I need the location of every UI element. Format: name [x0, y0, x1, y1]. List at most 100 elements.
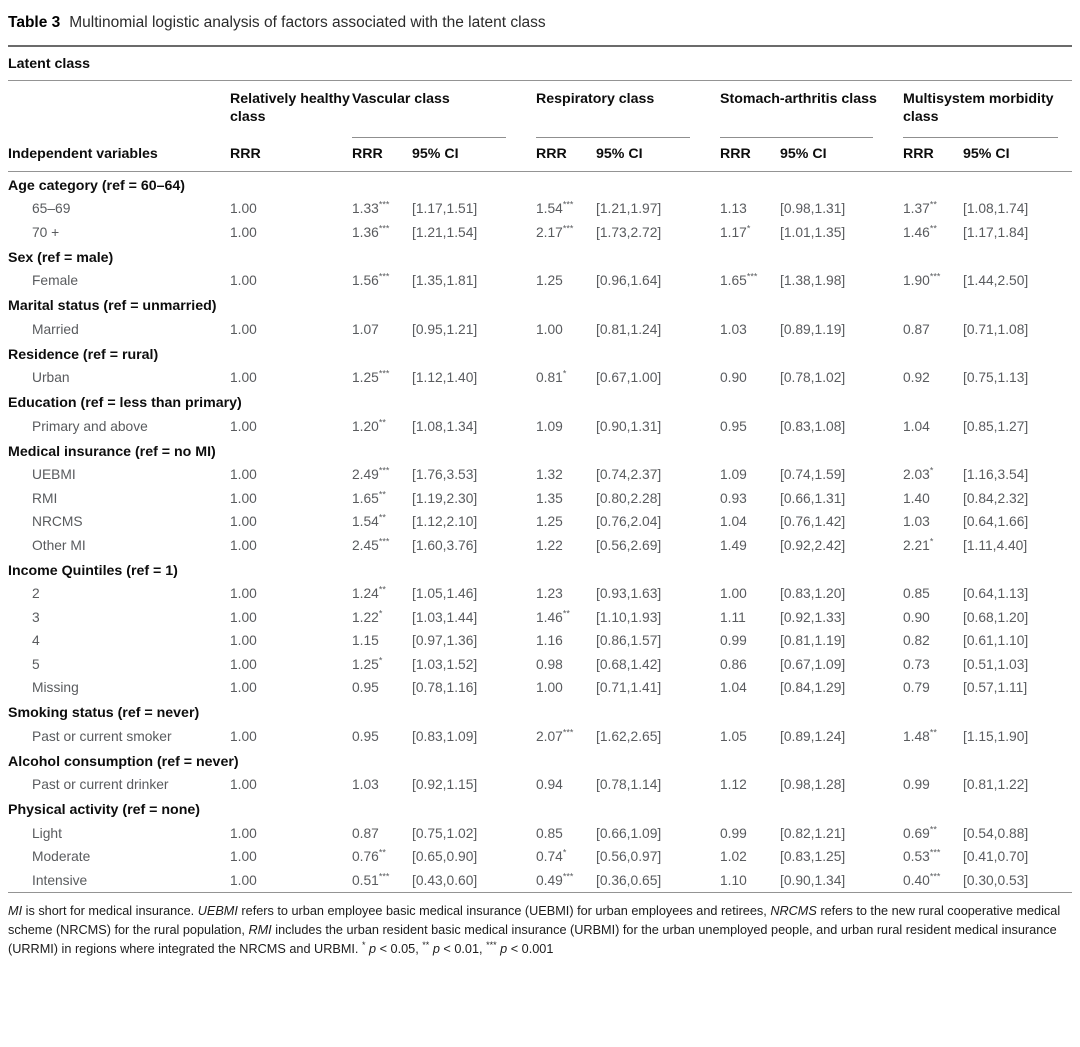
ci-cell: [1.76,3.53]	[412, 467, 478, 483]
section-header-row: Alcohol consumption (ref = never)	[8, 748, 1072, 773]
table-row: RMI 1.00 1.65** [1.19,2.30] 1.35 [0.80,2.28] 0…	[8, 486, 1072, 510]
rrr-cell: 1.16	[536, 633, 563, 649]
ci-cell: [1.16,3.54]	[963, 467, 1029, 483]
rrr-cell: 0.69**	[903, 824, 937, 841]
rrr-cell: 1.25***	[352, 368, 390, 386]
rrr-cell: 0.86	[720, 656, 747, 672]
rrr-cell: 1.00	[230, 321, 257, 337]
ci-cell: [0.64,1.66]	[963, 514, 1029, 530]
ci-cell: [0.93,1.63]	[596, 586, 662, 602]
ci-cell: [0.92,2.42]	[780, 537, 846, 553]
row-label: 3	[32, 609, 40, 625]
ci-cell: [0.92,1.33]	[780, 609, 846, 625]
rrr-cell: 1.03	[352, 777, 379, 793]
rrr-cell: 1.00	[230, 777, 257, 793]
ci-cell: [0.67,1.09]	[780, 656, 846, 672]
rrr-cell: 2.45***	[352, 536, 390, 553]
rrr-cell: 1.00	[230, 680, 257, 696]
section-header-label: Smoking status (ref = never)	[8, 705, 200, 722]
ci-cell: [0.76,2.04]	[596, 514, 662, 530]
ci-cell: [1.38,1.98]	[780, 273, 846, 289]
rrr-cell: 1.48**	[903, 727, 937, 744]
section-header-row: Income Quintiles (ref = 1)	[8, 557, 1072, 582]
rrr-cell: 0.76**	[352, 847, 386, 865]
rrr-cell: 1.56***	[352, 271, 390, 289]
rrr-cell: 1.00	[230, 586, 257, 602]
rrr-cell: 1.22*	[352, 608, 383, 625]
rrr-cell: 1.00	[230, 633, 257, 649]
ci-cell: [0.74,2.37]	[596, 467, 662, 483]
ci-cell: [1.35,1.81]	[412, 273, 478, 289]
rrr-cell: 1.90***	[903, 271, 941, 289]
table-row: 3 1.00 1.22* [1.03,1.44] 1.46** [1.10,1.93] 1.…	[8, 605, 1072, 629]
table-footnote: MI is short for medical insurance. UEBMI…	[8, 903, 1061, 956]
table-row: Light 1.00 0.87 [0.75,1.02] 0.85 [0.66,1.09] 0…	[8, 821, 1072, 845]
rrr-cell: 0.95	[720, 418, 747, 434]
row-label: Moderate	[32, 849, 91, 865]
rrr-cell: 0.92	[903, 370, 930, 386]
rrr-cell: 1.07	[352, 321, 379, 337]
section-header-label: Marital status (ref = unmarried)	[8, 298, 217, 315]
rrr-cell: 1.04	[720, 680, 747, 696]
group-multisystem: Multisystem morbidity class	[903, 81, 1072, 145]
ci-cell: [0.61,1.10]	[963, 633, 1029, 649]
rrr-cell: 1.04	[903, 418, 930, 434]
ci-cell: [1.12,2.10]	[412, 514, 478, 530]
section-header-label: Physical activity (ref = none)	[8, 802, 200, 819]
rrr-cell: 1.35	[536, 490, 563, 506]
row-label: Female	[32, 273, 79, 289]
rrr-cell: 1.46**	[903, 223, 937, 240]
rrr-cell: 1.00	[230, 656, 257, 672]
section-header-row: Physical activity (ref = none)	[8, 796, 1072, 821]
ci-cell: [0.81,1.24]	[596, 321, 662, 337]
ci-cell: [0.68,1.20]	[963, 609, 1029, 625]
rrr-cell: 1.00	[230, 467, 257, 483]
table-row: Past or current smoker 1.00 0.95 [0.83,1.09…	[8, 724, 1072, 748]
ci-cell: [0.78,1.16]	[412, 680, 478, 696]
ci-cell: [0.78,1.02]	[780, 370, 846, 386]
ci-cell: [1.12,1.40]	[412, 370, 478, 386]
rrr-cell: 1.49	[720, 537, 747, 553]
sub-header-row: Independent variables RRR RRR 95% CI RRR…	[8, 144, 1073, 172]
table-row: Moderate 1.00 0.76** [0.65,0.90] 0.74* [0.56,…	[8, 845, 1072, 869]
row-label: Intensive	[32, 872, 88, 888]
group-relatively-healthy: Relatively healthy class	[230, 91, 350, 126]
rrr-cell: 1.54**	[352, 512, 386, 530]
row-label: 4	[32, 633, 40, 649]
ci-header: 95% CI	[596, 144, 720, 172]
rrr-cell: 1.00	[230, 728, 257, 744]
rrr-cell: 1.12	[720, 777, 747, 793]
row-label: Past or current drinker	[32, 777, 169, 793]
rrr-cell: 1.23	[536, 586, 563, 602]
rrr-cell: 0.74*	[536, 847, 567, 865]
ci-cell: [0.71,1.08]	[963, 321, 1029, 337]
ci-cell: [1.21,1.97]	[596, 201, 662, 217]
rrr-cell: 1.00	[230, 514, 257, 530]
rrr-cell: 0.53***	[903, 847, 941, 865]
rrr-cell: 1.00	[720, 586, 747, 602]
rrr-cell: 1.05	[720, 728, 747, 744]
ci-cell: [0.89,1.24]	[780, 728, 846, 744]
ci-cell: [0.97,1.36]	[412, 633, 478, 649]
row-label: 70 +	[32, 224, 60, 240]
independent-variables-header: Independent variables	[8, 144, 230, 172]
rrr-cell: 1.00	[230, 370, 257, 386]
ci-cell: [0.84,2.32]	[963, 490, 1029, 506]
group-respiratory: Respiratory class	[536, 81, 720, 145]
rrr-cell: 1.02	[720, 849, 747, 865]
rrr-cell: 1.40	[903, 490, 930, 506]
rrr-cell: 1.25	[536, 273, 563, 289]
ci-cell: [1.01,1.35]	[780, 224, 846, 240]
rrr-cell: 1.25*	[352, 655, 383, 672]
rrr-cell: 1.46**	[536, 608, 570, 625]
row-label: Past or current smoker	[32, 728, 172, 744]
rrr-cell: 1.24**	[352, 584, 386, 602]
rrr-cell: 0.81*	[536, 368, 567, 386]
row-label: 2	[32, 586, 40, 602]
rrr-cell: 0.99	[720, 825, 747, 841]
ci-cell: [0.83,1.08]	[780, 418, 846, 434]
ci-cell: [0.74,1.59]	[780, 467, 846, 483]
rrr-cell: 1.00	[230, 849, 257, 865]
ci-cell: [0.90,1.31]	[596, 418, 662, 434]
ci-cell: [0.78,1.14]	[596, 777, 662, 793]
